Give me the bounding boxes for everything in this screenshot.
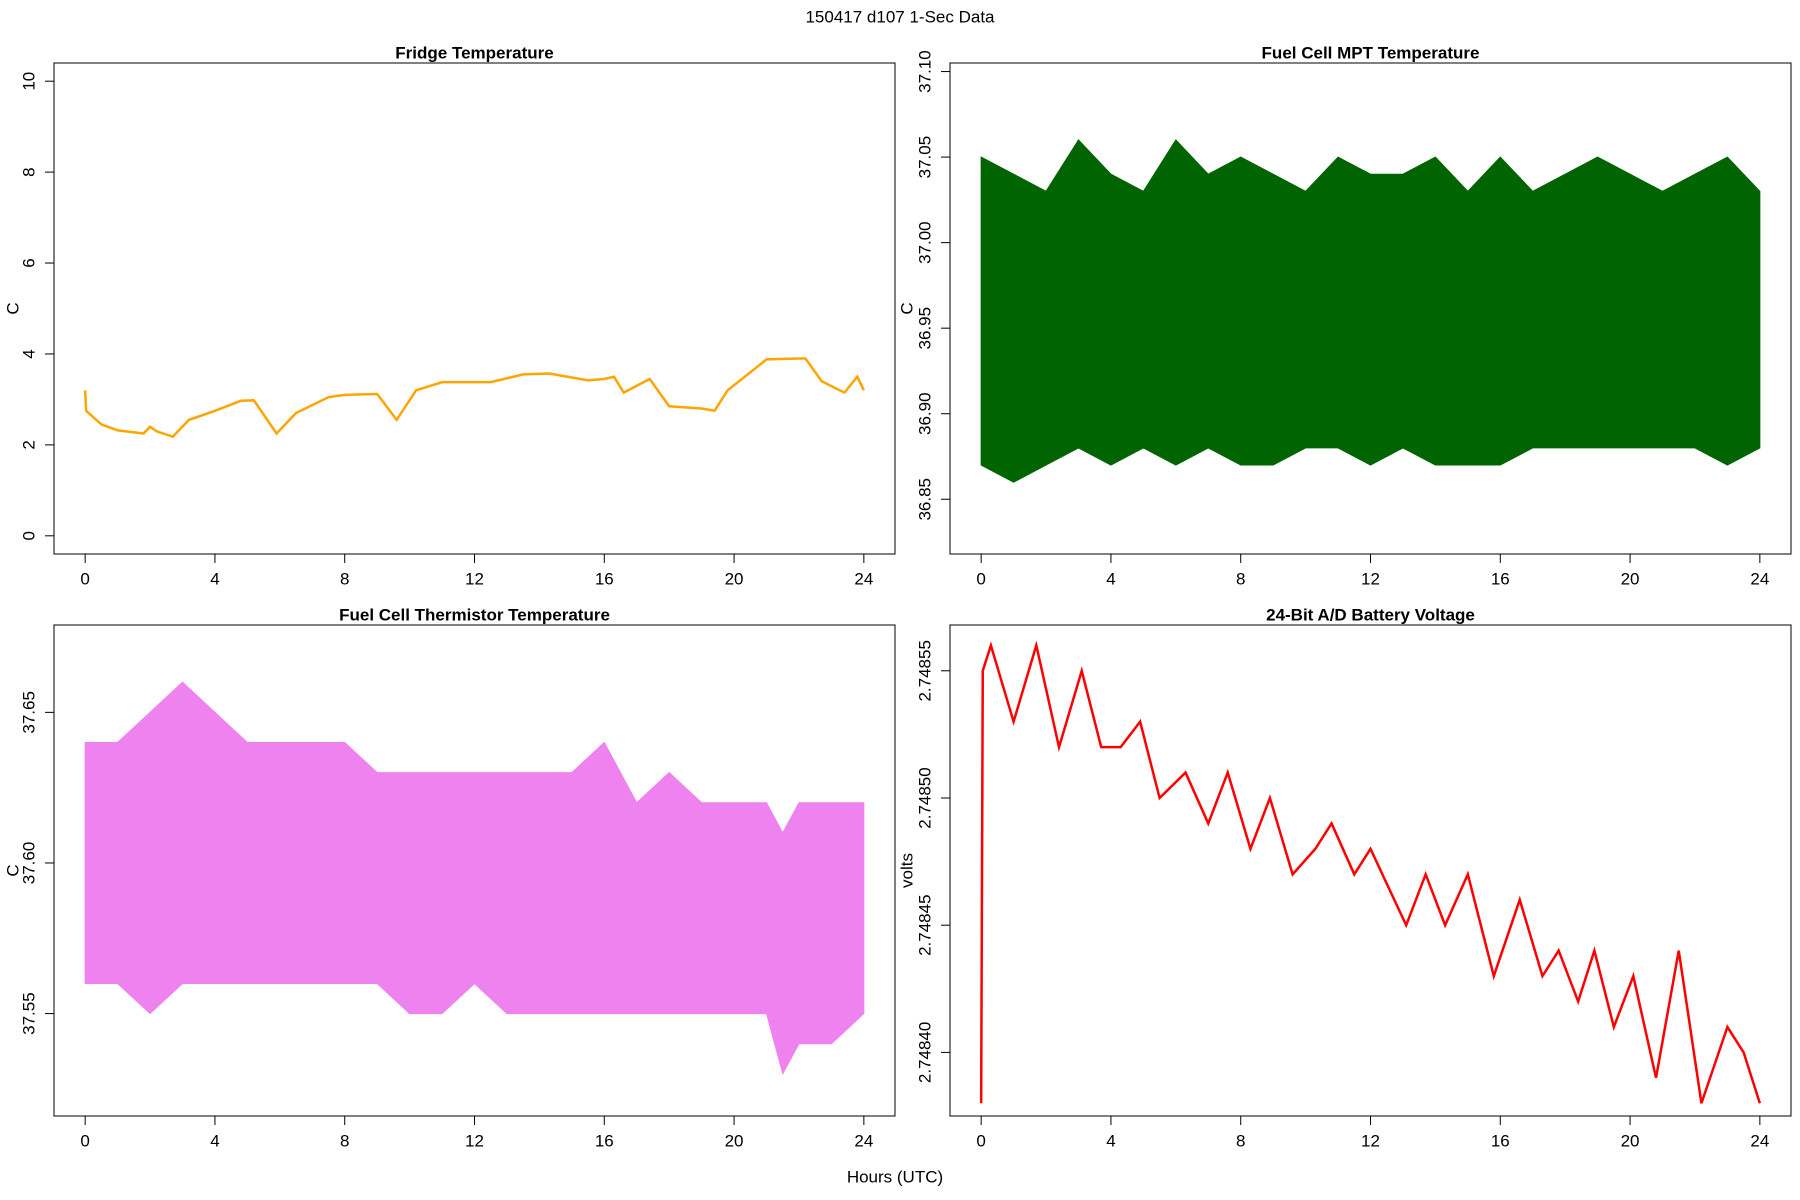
y-axis-label: C bbox=[3, 302, 22, 314]
plot-frame bbox=[53, 62, 896, 555]
x-tick-label: 12 bbox=[1361, 1131, 1380, 1150]
x-tick-label: 8 bbox=[340, 1131, 349, 1150]
x-axis-label: Hours (UTC) bbox=[847, 1167, 943, 1186]
x-tick-label: 24 bbox=[1750, 569, 1769, 588]
y-tick-label: 4 bbox=[19, 349, 38, 358]
x-tick-label: 0 bbox=[80, 569, 89, 588]
y-tick-label: 6 bbox=[19, 258, 38, 267]
x-tick-label: 20 bbox=[725, 1131, 744, 1150]
figure-title: 150417 d107 1-Sec Data bbox=[805, 7, 995, 26]
plot-frame bbox=[949, 62, 1792, 555]
y-tick-label: 10 bbox=[19, 72, 38, 91]
y-axis-label: C bbox=[897, 302, 916, 314]
y-tick-label: 36.85 bbox=[915, 478, 934, 521]
y-tick-label: 2.74855 bbox=[915, 640, 934, 701]
y-tick-label: 37.55 bbox=[19, 992, 38, 1035]
chart-title: Fuel Cell MPT Temperature bbox=[1262, 43, 1480, 62]
y-tick-label: 2 bbox=[19, 440, 38, 449]
noise-band bbox=[84, 681, 865, 1076]
y-tick-label: 37.05 bbox=[915, 136, 934, 179]
x-tick-label: 8 bbox=[1236, 1131, 1245, 1150]
x-tick-label: 8 bbox=[1236, 569, 1245, 588]
y-tick-label: 2.74845 bbox=[915, 894, 934, 955]
x-tick-label: 0 bbox=[976, 1131, 985, 1150]
x-tick-label: 24 bbox=[854, 1131, 873, 1150]
y-tick-label: 2.74850 bbox=[915, 767, 934, 828]
y-axis-label: C bbox=[3, 864, 22, 876]
x-tick-label: 0 bbox=[976, 569, 985, 588]
x-tick-label: 12 bbox=[465, 1131, 484, 1150]
x-tick-label: 20 bbox=[1621, 1131, 1640, 1150]
y-tick-label: 37.65 bbox=[19, 691, 38, 734]
y-axis-label: volts bbox=[897, 853, 916, 888]
y-tick-label: 36.95 bbox=[915, 307, 934, 350]
x-tick-label: 4 bbox=[210, 569, 219, 588]
x-tick-label: 4 bbox=[1106, 569, 1115, 588]
x-tick-label: 4 bbox=[210, 1131, 219, 1150]
noise-band bbox=[980, 139, 1761, 483]
y-tick-label: 36.90 bbox=[915, 392, 934, 435]
x-tick-label: 0 bbox=[80, 1131, 89, 1150]
chart-title: 24-Bit A/D Battery Voltage bbox=[1266, 605, 1475, 624]
x-tick-label: 12 bbox=[1361, 569, 1380, 588]
x-tick-label: 16 bbox=[595, 1131, 614, 1150]
y-tick-label: 2.74840 bbox=[915, 1022, 934, 1083]
x-tick-label: 20 bbox=[1621, 569, 1640, 588]
chart-title: Fuel Cell Thermistor Temperature bbox=[339, 605, 610, 624]
x-tick-label: 8 bbox=[340, 569, 349, 588]
y-tick-label: 8 bbox=[19, 167, 38, 176]
plot-frame bbox=[53, 624, 896, 1117]
x-tick-label: 16 bbox=[1491, 1131, 1510, 1150]
y-tick-label: 37.60 bbox=[19, 842, 38, 885]
data-line bbox=[979, 640, 1762, 1104]
chart-title: Fridge Temperature bbox=[395, 43, 553, 62]
y-tick-label: 37.10 bbox=[915, 50, 934, 93]
x-tick-label: 4 bbox=[1106, 1131, 1115, 1150]
x-tick-label: 16 bbox=[595, 569, 614, 588]
data-line bbox=[83, 357, 865, 439]
y-tick-label: 37.00 bbox=[915, 221, 934, 264]
x-tick-label: 20 bbox=[725, 569, 744, 588]
plot-frame bbox=[949, 624, 1792, 1117]
y-tick-label: 0 bbox=[19, 531, 38, 540]
x-tick-label: 12 bbox=[465, 569, 484, 588]
x-tick-label: 16 bbox=[1491, 569, 1510, 588]
x-tick-label: 24 bbox=[854, 569, 873, 588]
x-tick-label: 24 bbox=[1750, 1131, 1769, 1150]
